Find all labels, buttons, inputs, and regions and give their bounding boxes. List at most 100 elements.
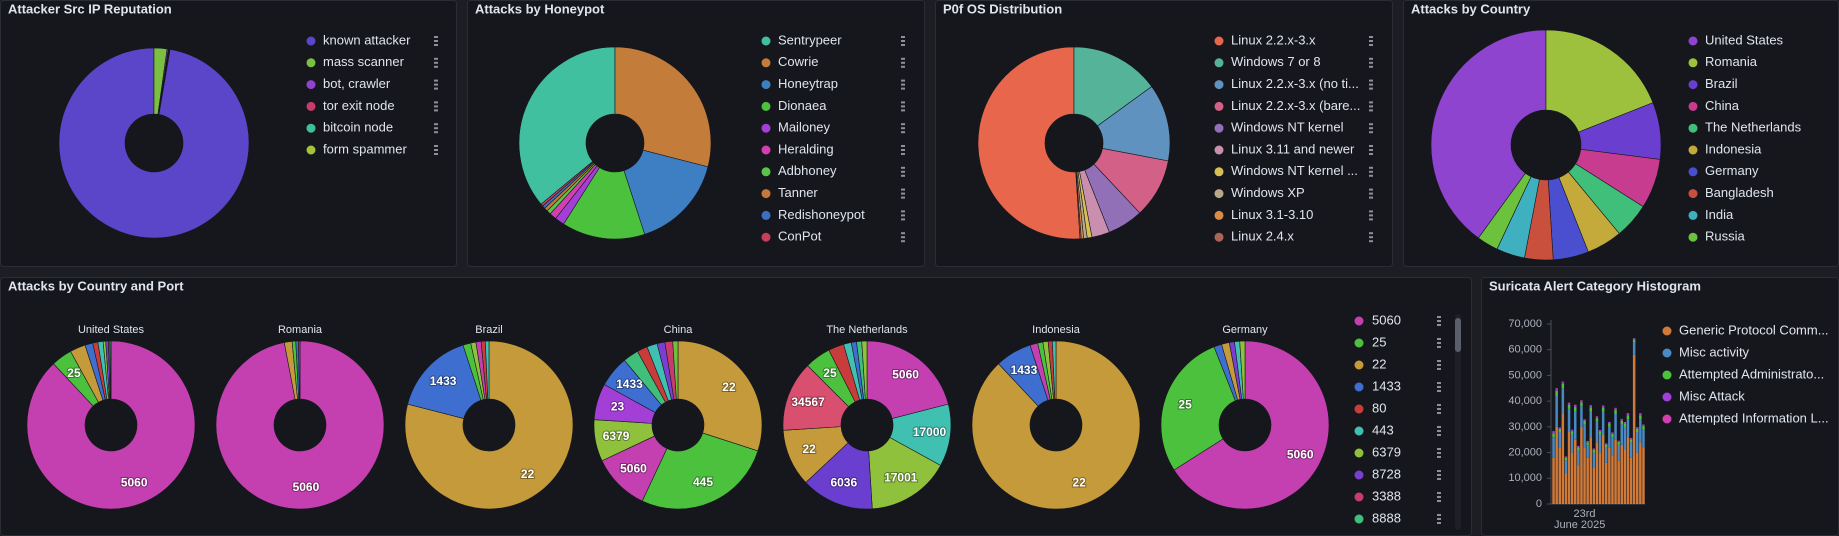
pie-slice <box>672 340 679 400</box>
menu-dot <box>434 127 438 130</box>
slice-label: 25 <box>1178 398 1192 412</box>
panel-menu[interactable] <box>1437 382 1441 392</box>
panel-menu[interactable] <box>901 57 905 68</box>
panel-menu[interactable] <box>434 79 438 90</box>
bar-segment <box>1570 429 1574 431</box>
menu-dot <box>1369 196 1373 199</box>
panel-menu[interactable] <box>1369 101 1373 112</box>
scrollbar-track[interactable] <box>1455 314 1461 530</box>
pie-slice <box>623 149 709 235</box>
legend-label: 8728 <box>1372 466 1401 481</box>
legend-swatch <box>761 101 771 111</box>
legend-swatch <box>306 101 316 111</box>
panel-menu[interactable] <box>1437 448 1441 458</box>
panel-menu[interactable] <box>901 232 905 243</box>
legend-swatch <box>1662 392 1672 402</box>
bar-segment <box>1552 457 1555 504</box>
bar-segment <box>1601 406 1605 408</box>
bar-segment <box>1601 411 1605 435</box>
panel-menu[interactable] <box>1369 188 1373 199</box>
panel-menu[interactable] <box>434 36 438 46</box>
menu-dot <box>1437 390 1441 392</box>
menu-dot <box>901 214 905 217</box>
panel-menu[interactable] <box>1369 145 1373 155</box>
panel-menu[interactable] <box>1369 79 1373 90</box>
scrollbar-thumb[interactable] <box>1455 318 1461 352</box>
menu-dot <box>1437 316 1441 318</box>
menu-dot <box>901 218 905 221</box>
panel-menu[interactable] <box>1437 316 1441 326</box>
bar-segment <box>1598 430 1602 432</box>
legend-swatch <box>306 58 316 68</box>
legend-label: Windows XP <box>1231 185 1305 200</box>
panel-title: Attacks by Country and Port <box>8 278 184 293</box>
bar-segment <box>1595 416 1599 418</box>
panel-menu[interactable] <box>434 101 438 112</box>
panel-menu[interactable] <box>1369 123 1373 134</box>
panel-menu[interactable] <box>434 123 438 134</box>
legend-label: Heralding <box>778 141 834 156</box>
bar-segment <box>1552 437 1555 458</box>
legend-label: Windows 7 or 8 <box>1231 54 1321 69</box>
panel-menu[interactable] <box>1369 166 1373 177</box>
legend-swatch <box>1688 101 1698 111</box>
bar-segment <box>1623 426 1627 450</box>
panel-menu[interactable] <box>1437 492 1441 502</box>
panel-menu[interactable] <box>1437 360 1441 370</box>
menu-dot <box>1369 236 1373 239</box>
panel-menu[interactable] <box>1369 232 1373 243</box>
panel-menu[interactable] <box>901 101 905 112</box>
legend-label: 6379 <box>1372 444 1401 459</box>
pie-slice <box>1477 172 1532 250</box>
panel-menu[interactable] <box>1437 426 1441 436</box>
panel-menu[interactable] <box>901 36 905 46</box>
panel-menu[interactable] <box>434 57 438 68</box>
menu-dot <box>1369 61 1373 64</box>
y-tick-label: 70,000 <box>1508 318 1542 330</box>
panel: Suricata Alert Category Histogram 0 10,000… <box>1481 277 1839 536</box>
legend-label: 3388 <box>1372 488 1401 503</box>
menu-dot <box>1437 338 1441 340</box>
legend-label: Redishoneypot <box>778 207 865 222</box>
bar-segment <box>1620 420 1623 425</box>
legend-swatch <box>1354 404 1364 414</box>
panel-menu[interactable] <box>1437 470 1441 480</box>
panel-menu[interactable] <box>901 188 905 199</box>
panel-menu[interactable] <box>434 145 438 155</box>
panel-menu[interactable] <box>901 123 905 134</box>
panel-menu[interactable] <box>901 79 905 90</box>
menu-dot <box>901 236 905 239</box>
legend-label: Attempted Administrato... <box>1679 366 1824 381</box>
bar-segment <box>1555 426 1558 504</box>
panel-menu[interactable] <box>901 166 905 177</box>
panel-menu[interactable] <box>1437 338 1441 348</box>
legend-label: bot, crawler <box>323 76 391 91</box>
bar-segment <box>1605 444 1608 448</box>
panel-menu[interactable] <box>901 145 905 155</box>
menu-dot <box>1369 44 1373 46</box>
panel-menu[interactable] <box>1369 57 1373 68</box>
panel-menu[interactable] <box>1437 404 1441 414</box>
legend-swatch <box>1354 338 1364 348</box>
bar-segment <box>1629 438 1633 440</box>
bar-segment <box>1617 441 1620 443</box>
panel-menu[interactable] <box>1369 36 1373 46</box>
bar-segment <box>1592 448 1596 450</box>
slice-label: 6036 <box>830 476 857 490</box>
bar-segment <box>1629 442 1633 458</box>
pie-slice <box>866 340 949 419</box>
panel-menu[interactable] <box>1437 514 1441 524</box>
menu-dot <box>901 174 905 177</box>
bar-segment <box>1620 419 1623 421</box>
menu-dot <box>1369 166 1373 169</box>
panel-menu[interactable] <box>1369 210 1373 221</box>
pie-slice <box>1073 46 1153 127</box>
pie-slice <box>641 432 759 510</box>
panel-menu[interactable] <box>901 210 905 221</box>
menu-dot <box>1437 386 1441 388</box>
pie-slice <box>484 340 490 400</box>
legend-label: Linux 2.4.x <box>1231 229 1294 244</box>
menu-dot <box>434 101 438 104</box>
slice-label: 1433 <box>1011 363 1038 377</box>
legend-swatch <box>1688 80 1698 90</box>
